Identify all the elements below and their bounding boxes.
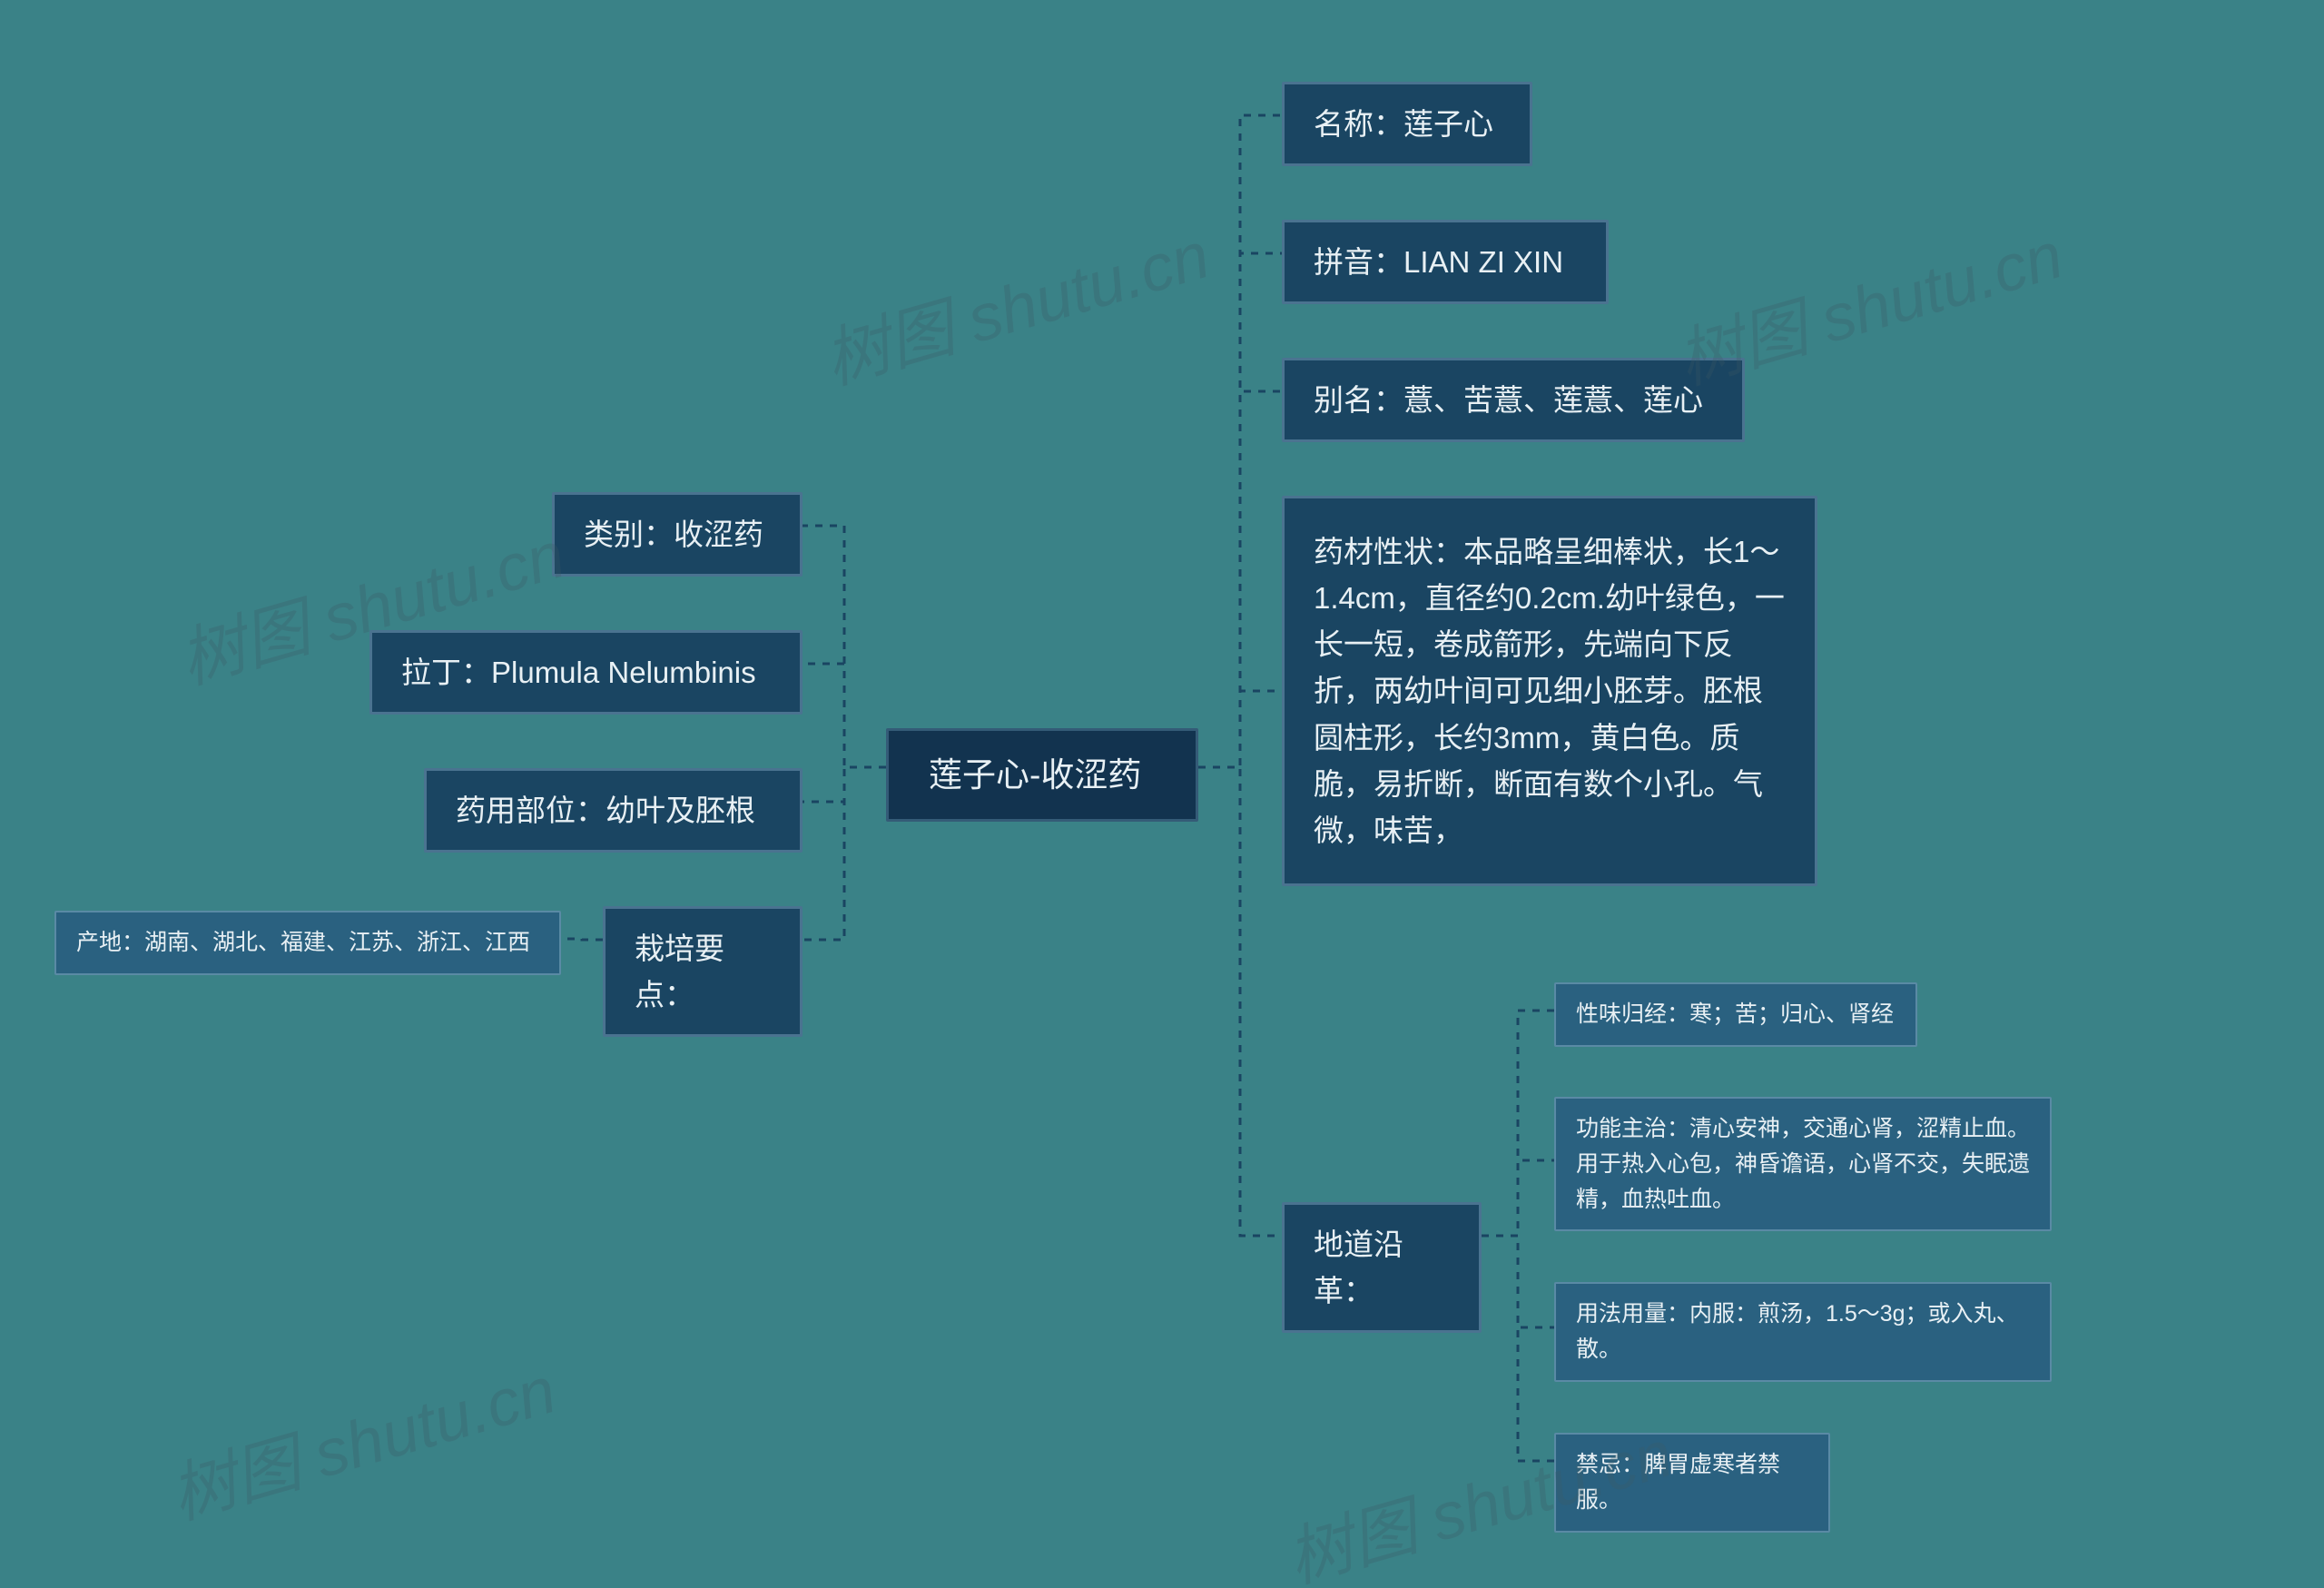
leaf-node-r5b: 功能主治：清心安神，交通心肾，涩精止血。用于热入心包，神昏谵语，心肾不交，失眠遗…	[1554, 1097, 2052, 1231]
branch-node-r2: 拼音：LIAN ZI XIN	[1282, 220, 1609, 304]
leaf-node-l4a: 产地：湖南、湖北、福建、江苏、浙江、江西	[54, 911, 561, 975]
leaf-node-r5c: 用法用量：内服：煎汤，1.5～3g；或入丸、散。	[1554, 1282, 2052, 1382]
branch-node-l1: 类别：收涩药	[552, 492, 803, 577]
branch-node-l2: 拉丁：Plumula Nelumbinis	[369, 630, 803, 715]
branch-node-l3: 药用部位：幼叶及胚根	[424, 768, 803, 853]
branch-node-r5: 地道沿革：	[1282, 1202, 1482, 1333]
branch-node-r1: 名称：莲子心	[1282, 82, 1532, 166]
branch-node-r4: 药材性状：本品略呈细棒状，长1～1.4cm，直径约0.2cm.幼叶绿色，一长一短…	[1282, 496, 1817, 886]
root-node-root: 莲子心-收涩药	[886, 728, 1198, 822]
branch-node-r3: 别名：薏、苦薏、莲薏、莲心	[1282, 358, 1745, 442]
leaf-node-r5d: 禁忌：脾胃虚寒者禁服。	[1554, 1433, 1830, 1533]
watermark: 树图 shutu.cn	[812, 202, 1218, 402]
mindmap-stage: 莲子心-收涩药 类别：收涩药拉丁：Plumula Nelumbinis 药用部位：幼…	[0, 0, 2324, 1588]
watermark: 树图 shutu.cn	[158, 1336, 565, 1537]
leaf-node-r5a: 性味归经：寒；苦；归心、肾经	[1554, 982, 1917, 1047]
branch-node-l4: 栽培要点：	[603, 906, 803, 1037]
